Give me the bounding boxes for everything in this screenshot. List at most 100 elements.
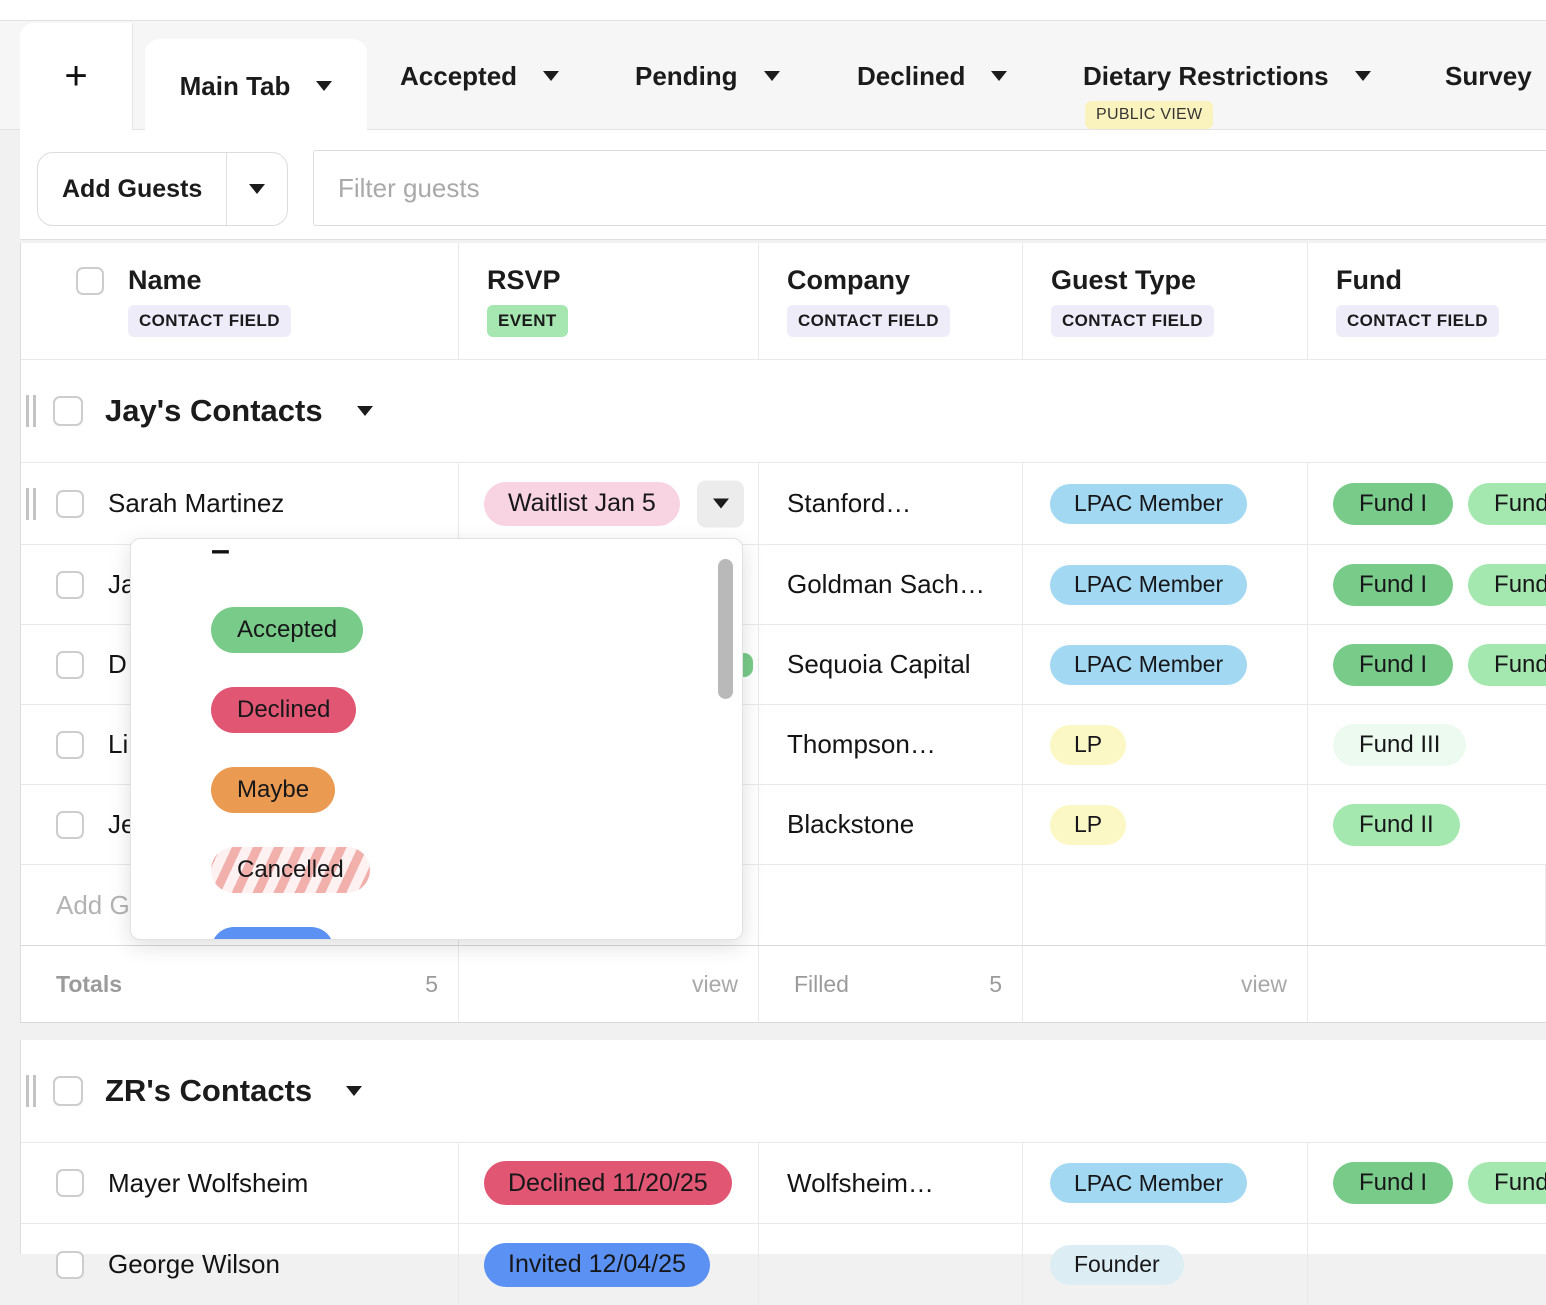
row-checkbox[interactable] [56,571,84,599]
column-title: Fund [1336,265,1402,296]
clear-rsvp-option[interactable]: – [211,538,230,570]
new-tab-button[interactable]: + [20,23,133,130]
field-type-badge: CONTACT FIELD [128,305,291,337]
company-name: Wolfsheim… [787,1168,934,1199]
fund-cell[interactable] [1308,1224,1546,1305]
company-cell[interactable]: Stanford… [759,463,1023,544]
rsvp-option-pill: Accepted [211,607,363,653]
guest-name: Mayer Wolfsheim [108,1168,308,1199]
tab-declined[interactable]: Declined [857,21,1007,131]
rsvp-pill[interactable]: Invited 12/04/25 [484,1243,710,1287]
chevron-down-icon[interactable] [346,1086,362,1096]
fund-pill: Fund I [1333,564,1453,606]
menu-option-invited[interactable]: Invited [211,927,334,940]
drag-handle-icon[interactable] [26,488,36,520]
guest-type-pill: LP [1050,805,1126,845]
view-link[interactable]: view [692,971,738,998]
group-header-zrs-contacts: ZR's Contacts [21,1040,1546,1143]
guest-type-cell[interactable]: Founder [1023,1224,1308,1305]
chevron-down-icon [249,184,265,194]
tab-label: Accepted [400,61,517,92]
rsvp-option-pill: Invited [211,927,334,940]
chevron-down-icon [713,499,729,509]
filter-guests-input[interactable] [313,150,1546,226]
add-guests-dropdown-button[interactable] [226,153,287,225]
menu-option-declined[interactable]: Declined [211,687,356,733]
guest-type-cell[interactable]: LP [1023,705,1308,784]
fund-pill: Fund I [1333,644,1453,686]
column-header-company: Company CONTACT FIELD [759,243,1023,359]
totals-label: Totals [56,971,122,998]
name-cell[interactable]: George Wilson [21,1224,459,1305]
rsvp-dropdown-button[interactable] [697,480,744,527]
fund-cell[interactable]: Fund I Fund II [1308,545,1546,624]
drag-handle-icon[interactable] [26,395,36,427]
guest-type-cell[interactable]: LPAC Member [1023,1143,1308,1223]
guest-type-cell[interactable]: LPAC Member [1023,463,1308,544]
menu-option-accepted[interactable]: Accepted [211,607,363,653]
group-checkbox[interactable] [53,396,83,426]
chevron-down-icon [991,71,1007,81]
view-link[interactable]: view [1241,971,1287,998]
company-name: Blackstone [787,809,914,840]
tab-label: Declined [857,61,965,92]
column-header-guest-type: Guest Type CONTACT FIELD [1023,243,1308,359]
fund-cell[interactable]: Fund I Fund II [1308,1143,1546,1223]
menu-option-maybe[interactable]: Maybe [211,767,335,813]
guest-type-cell[interactable]: LPAC Member [1023,545,1308,624]
toolbar: Add Guests [20,130,1546,240]
fund-pill: Fund II [1468,483,1546,525]
tab-accepted[interactable]: Accepted [400,21,559,131]
guest-type-cell[interactable]: LP [1023,785,1308,864]
rsvp-cell[interactable]: Declined 11/20/25 [459,1143,759,1223]
company-cell[interactable]: Sequoia Capital [759,625,1023,704]
rsvp-cell[interactable]: Waitlist Jan 5 [459,463,759,544]
row-checkbox[interactable] [56,490,84,518]
row-checkbox[interactable] [56,811,84,839]
plus-icon: + [64,54,87,99]
guest-type-pill: LPAC Member [1050,645,1247,685]
column-title: Guest Type [1051,265,1196,296]
guest-type-cell[interactable]: LPAC Member [1023,625,1308,704]
add-guest-label: Add G [21,890,130,921]
rsvp-cell[interactable]: Invited 12/04/25 [459,1224,759,1305]
add-guests-button[interactable]: Add Guests [38,153,226,225]
company-cell[interactable]: Goldman Sach… [759,545,1023,624]
tab-pending[interactable]: Pending [635,21,780,131]
select-all-checkbox[interactable] [76,267,104,295]
fund-pill: Fund II [1468,564,1546,606]
company-name: Stanford… [787,488,911,519]
fund-cell[interactable]: Fund III [1308,705,1546,784]
chevron-down-icon[interactable] [357,406,373,416]
tab-main-tab[interactable]: Main Tab [145,39,367,133]
empty-cell [1308,865,1546,945]
drag-handle-icon[interactable] [26,1075,36,1107]
company-cell[interactable]: Blackstone [759,785,1023,864]
row-checkbox[interactable] [56,651,84,679]
chevron-down-icon [764,71,780,81]
group-checkbox[interactable] [53,1076,83,1106]
tab-label: Survey [1445,61,1532,92]
rsvp-pill[interactable]: Waitlist Jan 5 [484,482,680,526]
company-cell[interactable] [759,1224,1023,1305]
rsvp-pill[interactable]: Declined 11/20/25 [484,1161,732,1205]
name-cell[interactable]: Mayer Wolfsheim [21,1143,459,1223]
menu-scrollbar-thumb[interactable] [718,559,733,699]
rsvp-option-pill: Maybe [211,767,335,813]
column-header-rsvp: RSVP EVENT [459,243,759,359]
company-cell[interactable]: Wolfsheim… [759,1143,1023,1223]
row-checkbox[interactable] [56,731,84,759]
row-checkbox[interactable] [56,1169,84,1197]
name-cell[interactable]: Sarah Martinez [21,463,459,544]
company-cell[interactable]: Thompson… [759,705,1023,784]
tab-label: Main Tab [180,71,291,102]
menu-option-cancelled[interactable]: Cancelled [211,847,370,893]
table-row: George Wilson Invited 12/04/25 Founder [21,1224,1546,1305]
fund-cell[interactable]: Fund II [1308,785,1546,864]
fund-cell[interactable]: Fund I Fund II [1308,625,1546,704]
chevron-down-icon [316,81,332,91]
tab-survey[interactable]: Survey [1445,21,1546,131]
guest-table-section-2: ZR's Contacts Mayer Wolfsheim Declined 1… [20,1040,1546,1254]
row-checkbox[interactable] [56,1251,84,1279]
fund-cell[interactable]: Fund I Fund II [1308,463,1546,544]
